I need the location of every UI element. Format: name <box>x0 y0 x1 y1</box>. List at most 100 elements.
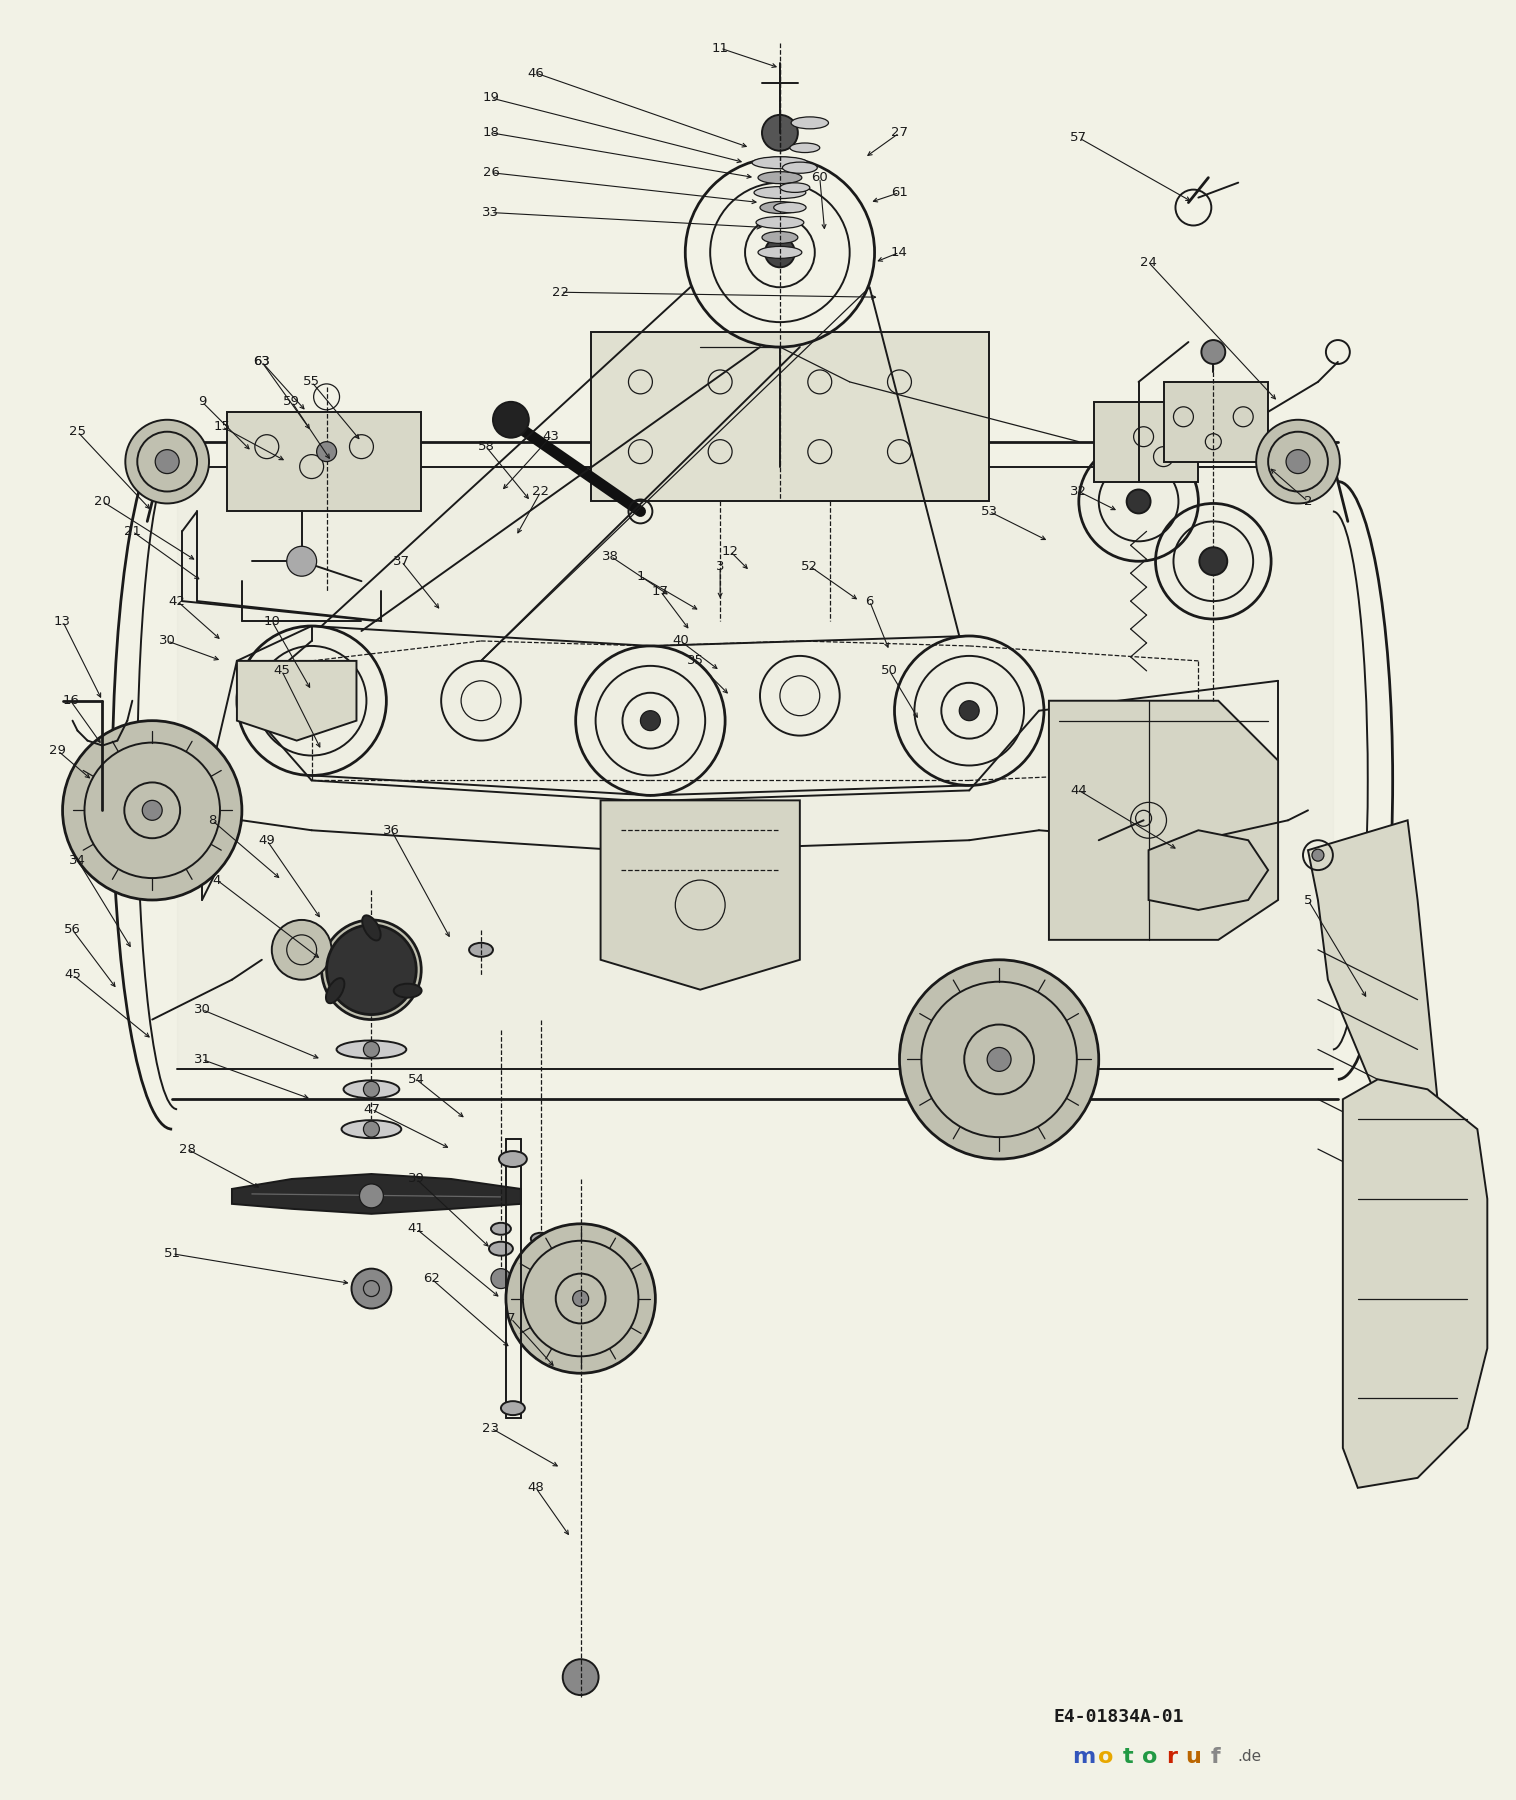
Text: 18: 18 <box>482 126 499 139</box>
Text: 1: 1 <box>637 569 644 583</box>
Text: 32: 32 <box>1070 484 1087 499</box>
Text: 27: 27 <box>891 126 908 139</box>
Text: m: m <box>1072 1746 1096 1768</box>
Text: u: u <box>1186 1746 1201 1768</box>
Circle shape <box>155 450 179 473</box>
Text: 19: 19 <box>482 92 499 104</box>
Text: 52: 52 <box>802 560 819 572</box>
Text: t: t <box>1122 1746 1132 1768</box>
Text: 10: 10 <box>264 614 280 628</box>
Ellipse shape <box>531 1233 550 1246</box>
Circle shape <box>359 1184 384 1208</box>
Ellipse shape <box>763 232 797 243</box>
Text: 48: 48 <box>528 1481 544 1494</box>
Ellipse shape <box>341 1120 402 1138</box>
Circle shape <box>899 959 1099 1159</box>
Polygon shape <box>1149 830 1267 911</box>
Text: 58: 58 <box>478 441 494 454</box>
Text: .de: .de <box>1237 1750 1261 1764</box>
Circle shape <box>317 441 337 461</box>
Text: 34: 34 <box>70 853 86 866</box>
Ellipse shape <box>499 1150 528 1166</box>
Circle shape <box>573 1291 588 1307</box>
Ellipse shape <box>773 202 807 212</box>
Circle shape <box>491 1269 511 1289</box>
Ellipse shape <box>337 1040 406 1058</box>
Text: 22: 22 <box>532 484 549 499</box>
Text: 30: 30 <box>159 634 176 648</box>
Text: 39: 39 <box>408 1172 424 1186</box>
Text: 43: 43 <box>543 430 559 443</box>
Polygon shape <box>1308 821 1437 1199</box>
Text: r: r <box>1166 1746 1176 1768</box>
Text: 28: 28 <box>179 1143 196 1156</box>
Text: 17: 17 <box>652 585 669 598</box>
Circle shape <box>302 691 321 711</box>
Text: 61: 61 <box>891 185 908 200</box>
Circle shape <box>1199 547 1228 576</box>
Circle shape <box>364 1042 379 1057</box>
Ellipse shape <box>791 117 828 130</box>
Text: 29: 29 <box>49 743 67 758</box>
Ellipse shape <box>491 1222 511 1235</box>
Circle shape <box>359 958 384 981</box>
Text: 2: 2 <box>1304 495 1313 508</box>
Text: 45: 45 <box>273 664 290 677</box>
Text: 14: 14 <box>891 247 908 259</box>
Text: 37: 37 <box>393 554 409 567</box>
Ellipse shape <box>490 1242 512 1256</box>
Text: 12: 12 <box>722 545 738 558</box>
Text: 51: 51 <box>164 1247 180 1260</box>
Ellipse shape <box>394 983 421 997</box>
Ellipse shape <box>760 202 800 214</box>
Circle shape <box>763 115 797 151</box>
Text: 20: 20 <box>94 495 111 508</box>
Text: 31: 31 <box>194 1053 211 1066</box>
Text: E4-01834A-01: E4-01834A-01 <box>1054 1708 1184 1726</box>
Ellipse shape <box>782 162 817 173</box>
Ellipse shape <box>468 943 493 958</box>
Circle shape <box>326 925 417 1015</box>
Text: 30: 30 <box>194 1003 211 1015</box>
Circle shape <box>287 547 317 576</box>
Text: 36: 36 <box>384 824 400 837</box>
Circle shape <box>493 401 529 437</box>
Text: 54: 54 <box>408 1073 424 1085</box>
Circle shape <box>364 1082 379 1098</box>
Circle shape <box>126 419 209 504</box>
Text: 63: 63 <box>253 355 270 369</box>
Text: 13: 13 <box>55 614 71 628</box>
Text: 15: 15 <box>214 419 230 434</box>
Polygon shape <box>600 801 800 990</box>
Text: f: f <box>1210 1746 1220 1768</box>
Text: 60: 60 <box>811 171 828 184</box>
Text: 24: 24 <box>1140 256 1157 268</box>
Text: 46: 46 <box>528 67 544 79</box>
Text: 5: 5 <box>1304 893 1313 907</box>
Circle shape <box>271 920 332 979</box>
Text: 47: 47 <box>362 1103 381 1116</box>
Circle shape <box>1126 490 1151 513</box>
Polygon shape <box>227 412 421 511</box>
Ellipse shape <box>753 187 807 198</box>
Circle shape <box>506 1224 655 1373</box>
Text: 21: 21 <box>124 526 141 538</box>
Text: 57: 57 <box>1070 131 1087 144</box>
Polygon shape <box>1093 401 1198 482</box>
Polygon shape <box>1163 382 1267 461</box>
Text: 3: 3 <box>716 560 725 572</box>
Text: 50: 50 <box>881 664 897 677</box>
Circle shape <box>1201 340 1225 364</box>
Text: 4: 4 <box>212 873 221 887</box>
Ellipse shape <box>529 1251 553 1265</box>
Circle shape <box>352 1269 391 1309</box>
Circle shape <box>62 720 243 900</box>
Text: 23: 23 <box>482 1422 499 1435</box>
Text: 33: 33 <box>482 205 499 220</box>
Ellipse shape <box>500 1400 525 1415</box>
Circle shape <box>1286 450 1310 473</box>
Circle shape <box>960 700 979 720</box>
Ellipse shape <box>756 216 803 229</box>
Text: 63: 63 <box>253 355 270 369</box>
Text: 25: 25 <box>70 425 86 437</box>
